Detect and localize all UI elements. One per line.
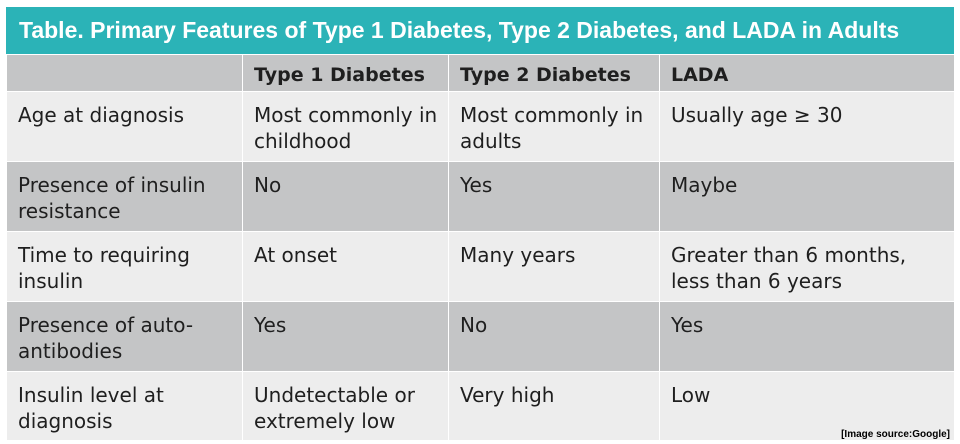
type2-cell: Most commonly in adults xyxy=(448,91,660,162)
table-header-row: Type 1 Diabetes Type 2 Diabetes LADA xyxy=(6,54,955,92)
image-source-note: [Image source:Google] xyxy=(841,429,950,440)
lada-cell: Maybe xyxy=(659,161,955,232)
lada-cell: Yes xyxy=(659,301,955,372)
table-row: Insulin level at diagnosis Undetectable … xyxy=(6,371,955,441)
diabetes-comparison-table: Type 1 Diabetes Type 2 Diabetes LADA Age… xyxy=(6,54,955,441)
table-row: Age at diagnosis Most commonly in childh… xyxy=(6,91,955,162)
type2-cell: Many years xyxy=(448,231,660,302)
header-cell-feature xyxy=(6,54,243,92)
type1-cell: Yes xyxy=(242,301,449,372)
table-row: Presence of auto-antibodies Yes No Yes xyxy=(6,301,955,372)
lada-cell: Low xyxy=(659,371,955,441)
table-row: Time to requiring insulin At onset Many … xyxy=(6,231,955,302)
lada-cell: Greater than 6 months, less than 6 years xyxy=(659,231,955,302)
type1-cell: At onset xyxy=(242,231,449,302)
header-cell-lada: LADA xyxy=(659,54,955,92)
lada-cell: Usually age ≥ 30 xyxy=(659,91,955,162)
type2-cell: No xyxy=(448,301,660,372)
header-cell-type1: Type 1 Diabetes xyxy=(242,54,449,92)
type1-cell: Undetectable or extremely low xyxy=(242,371,449,441)
feature-cell: Presence of insulin resistance xyxy=(6,161,243,232)
feature-cell: Presence of auto-antibodies xyxy=(6,301,243,372)
type1-cell: No xyxy=(242,161,449,232)
feature-cell: Age at diagnosis xyxy=(6,91,243,162)
type2-cell: Yes xyxy=(448,161,660,232)
feature-cell: Time to requiring insulin xyxy=(6,231,243,302)
feature-cell: Insulin level at diagnosis xyxy=(6,371,243,441)
type2-cell: Very high xyxy=(448,371,660,441)
type1-cell: Most commonly in childhood xyxy=(242,91,449,162)
header-cell-type2: Type 2 Diabetes xyxy=(448,54,660,92)
table-row: Presence of insulin resistance No Yes Ma… xyxy=(6,161,955,232)
table-title: Table. Primary Features of Type 1 Diabet… xyxy=(6,7,954,54)
